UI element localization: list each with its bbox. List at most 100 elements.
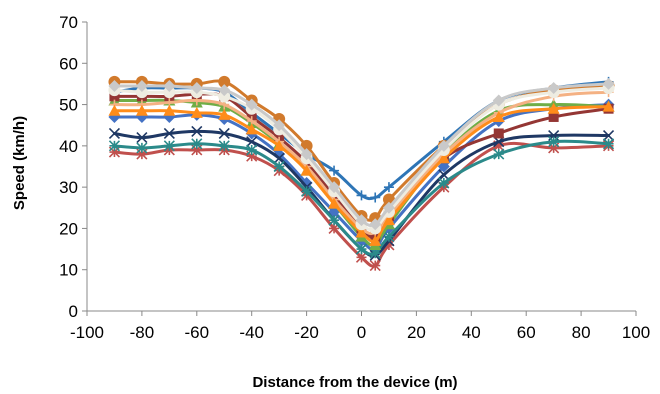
data-point [300, 164, 313, 176]
data-point [191, 144, 203, 156]
data-point [438, 177, 450, 189]
data-point [163, 140, 175, 152]
x-tick-label: -80 [130, 323, 155, 342]
y-tick-label: 10 [59, 261, 78, 280]
data-point [218, 90, 231, 103]
data-point [602, 77, 615, 90]
data-point [108, 146, 121, 158]
y-tick-label: 40 [59, 137, 78, 156]
data-point [218, 75, 231, 88]
data-point [136, 132, 148, 144]
data-point [356, 190, 367, 201]
data-point [328, 197, 341, 209]
y-tick-label: 30 [59, 178, 78, 197]
series-line [112, 90, 611, 236]
x-tick-label: -20 [294, 323, 319, 342]
data-point [109, 91, 120, 102]
data-point [136, 148, 148, 160]
data-point [273, 160, 285, 173]
y-tick-label: 60 [59, 54, 78, 73]
x-tick-label: -40 [239, 323, 264, 342]
series-12 [108, 77, 615, 231]
x-tick-label: -100 [70, 323, 104, 342]
data-point [369, 247, 381, 259]
data-point [328, 181, 341, 194]
series-line [112, 103, 611, 252]
data-point [370, 192, 381, 203]
data-point [328, 222, 340, 234]
data-point [108, 79, 121, 92]
data-point [218, 108, 231, 120]
data-point [246, 136, 258, 148]
data-point [135, 86, 148, 99]
data-point [329, 165, 340, 176]
data-point [218, 127, 230, 140]
series-group [108, 75, 615, 272]
data-point [548, 111, 559, 122]
x-tick-label: 20 [407, 323, 426, 342]
data-point [369, 260, 381, 272]
data-point [355, 251, 368, 263]
series-line [112, 139, 611, 256]
series-line [112, 92, 611, 239]
data-point [548, 136, 560, 148]
data-point [328, 214, 340, 226]
data-point [163, 104, 176, 116]
data-point [369, 234, 382, 246]
y-tick-label: 0 [69, 302, 78, 321]
y-tick-label: 70 [59, 13, 78, 32]
data-point [218, 84, 231, 97]
data-point [548, 142, 560, 154]
data-point [163, 86, 176, 99]
data-point [493, 140, 505, 152]
series-line [112, 105, 611, 243]
data-point [602, 129, 615, 142]
data-point [437, 139, 450, 152]
data-point [300, 177, 313, 190]
data-point [245, 98, 258, 111]
data-point [369, 218, 382, 231]
x-tick-label: 40 [462, 323, 481, 342]
data-point [135, 79, 148, 92]
data-point [300, 148, 313, 161]
y-tick-label: 20 [59, 219, 78, 238]
data-point [383, 231, 395, 243]
data-point [602, 100, 615, 112]
y-tick-label: 50 [59, 96, 78, 115]
data-point [547, 102, 560, 114]
data-point [382, 214, 395, 226]
data-point [355, 214, 368, 227]
x-tick-label: -60 [185, 323, 210, 342]
series-line [112, 82, 611, 228]
axes [86, 22, 636, 312]
series-10 [108, 100, 615, 246]
x-tick-label: 60 [517, 323, 536, 342]
data-point [191, 125, 203, 137]
y-ticks: 0 10 20 30 40 50 60 70 [59, 13, 87, 321]
data-point [355, 226, 368, 238]
data-point [190, 82, 203, 95]
data-point [246, 144, 258, 156]
data-point [218, 140, 230, 152]
data-point [493, 128, 504, 139]
data-point [602, 138, 615, 150]
series-line [112, 86, 611, 232]
data-point [383, 182, 394, 193]
x-axis-title: Distance from the device (m) [252, 374, 457, 391]
x-ticks: -100 -80 -60 -40 -20 0 20 40 60 80 100 [70, 311, 650, 342]
data-point [547, 82, 560, 95]
data-point [492, 94, 505, 107]
data-point [108, 140, 121, 152]
data-point [383, 239, 395, 251]
data-point [382, 201, 395, 214]
data-point [135, 104, 148, 116]
data-point [246, 150, 258, 162]
data-point [273, 119, 286, 132]
data-point [273, 152, 285, 164]
data-point [163, 127, 175, 140]
data-point [493, 148, 505, 160]
data-point [437, 152, 450, 164]
x-tick-label: 80 [572, 323, 591, 342]
series-6 [108, 136, 615, 259]
